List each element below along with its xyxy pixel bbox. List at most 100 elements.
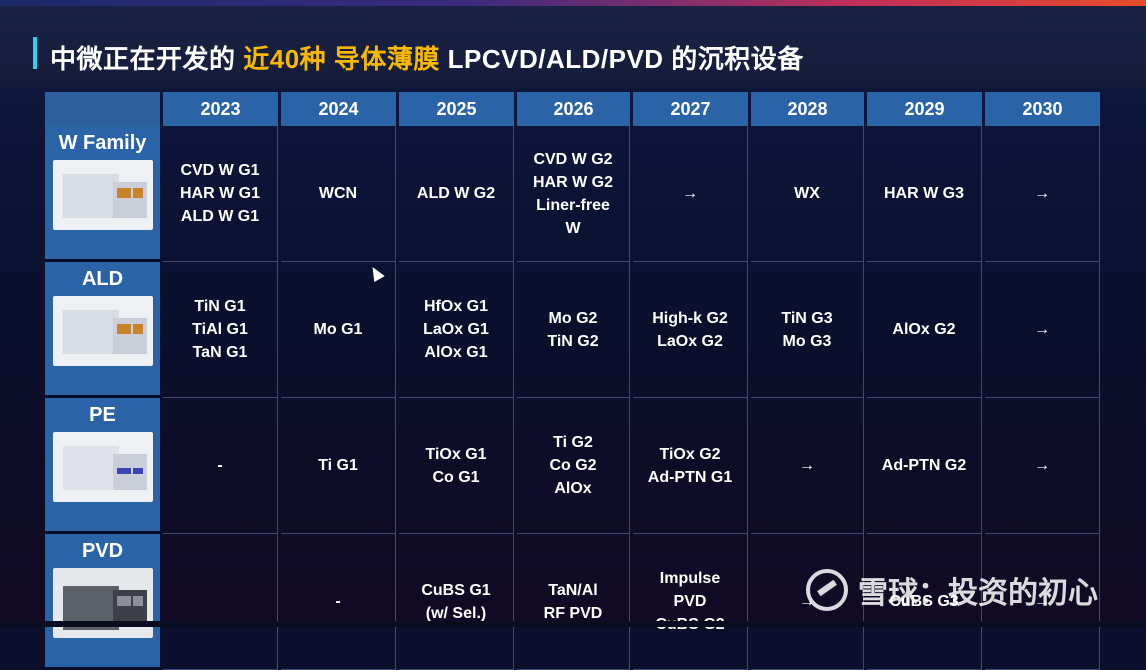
cell-line: AlOx <box>554 480 592 497</box>
cell-line: ALD W G1 <box>180 208 260 225</box>
roadmap-cell: - <box>281 534 396 670</box>
cell-line: Mo G1 <box>313 321 363 338</box>
cell-line: Ad-PTN G1 <box>647 468 733 486</box>
cell-line: (w/ Sel.) <box>425 604 487 622</box>
cell-line: AlOx G2 <box>892 321 956 338</box>
cell-line: → <box>1034 457 1050 474</box>
cell-line: HfOx G1 <box>423 298 488 315</box>
cell-line: LaOx G2 <box>657 332 723 350</box>
year-header: 2023 <box>163 92 278 126</box>
snowball-logo-icon <box>806 569 848 611</box>
bottom-strip <box>0 621 1146 627</box>
roadmap-cell: CVD W G2 HAR W G2 Liner-free W <box>517 126 630 262</box>
roadmap-cell: Ad-PTN G2 <box>867 398 982 534</box>
row-header-label: PVD <box>81 540 124 562</box>
top-color-band <box>0 0 1146 6</box>
cell-line: PVD <box>673 593 707 610</box>
corner-cell <box>45 92 160 126</box>
cell-line: Ti G2 <box>553 434 593 451</box>
roadmap-cell: HfOx G1 LaOx G1 AlOx G1 <box>399 262 514 398</box>
cell-line: CuBS G3 <box>889 593 959 610</box>
year-header: 2025 <box>399 92 514 126</box>
row-header-label: W Family <box>58 132 147 154</box>
roadmap-cell: TiN G3 Mo G3 <box>751 262 864 398</box>
ald-equipment-image <box>52 296 153 366</box>
cell-line: Mo G2 <box>548 309 598 327</box>
cell-line: TiAl G1 <box>192 321 248 338</box>
cell-line: HAR W G1 <box>180 185 260 202</box>
cell-line: ALD W G2 <box>416 185 496 202</box>
roadmap-cell: Mo G1 <box>281 262 396 398</box>
title-bar: 中微正在开发的 近40种 导体薄膜 LPCVD/ALD/PVD 的沉积设备 <box>0 6 1146 88</box>
roadmap-cell: - <box>163 398 278 534</box>
roadmap-cell: High-k G2 LaOx G2 <box>633 262 748 398</box>
row-header: PE <box>45 398 160 534</box>
roadmap-cell: → <box>751 398 864 534</box>
pvd-equipment-image <box>52 568 153 638</box>
slide-title: 中微正在开发的 近40种 导体薄膜 LPCVD/ALD/PVD 的沉积设备 <box>50 39 804 76</box>
roadmap-cell: Ti G1 <box>281 398 396 534</box>
roadmap-cell: Ti G2 Co G2 AlOx <box>517 398 630 534</box>
cell-line: High-k G2 <box>652 309 728 327</box>
roadmap-cell: → <box>985 398 1100 534</box>
year-header: 2026 <box>517 92 630 126</box>
w-family-equipment-image <box>52 160 153 230</box>
title-highlight: 近40种 导体薄膜 <box>243 44 440 74</box>
cell-line: - <box>335 593 341 610</box>
cell-line: → <box>1034 321 1050 338</box>
cell-line: TiOx G1 <box>425 445 487 463</box>
cell-line: Impulse <box>659 570 721 587</box>
row-header: ALD <box>45 262 160 398</box>
cell-line: W <box>565 219 581 237</box>
cell-line: CVD W G2 <box>533 150 613 168</box>
row-header-label: PE <box>89 404 116 426</box>
row-header-label: ALD <box>81 268 124 290</box>
table-row: PE - Ti G1 TiOx G1 Co G1 Ti G2 Co G2 AlOx TiOx G… <box>45 398 1100 534</box>
cell-line: TiOx G2 <box>659 445 721 463</box>
cell-line: Mo G3 <box>782 332 832 350</box>
cell-line: TaN/Al <box>548 581 598 599</box>
roadmap-cell: TiOx G1 Co G1 <box>399 398 514 534</box>
cell-line: CVD W G1 <box>180 162 260 179</box>
cell-line: → <box>1034 185 1050 202</box>
cell-line: Liner-free <box>536 196 610 214</box>
roadmap-cell: TiOx G2 Ad-PTN G1 <box>633 398 748 534</box>
cell-line: CuBS G1 <box>421 581 491 599</box>
roadmap-cell: CVD W G1 HAR W G1 ALD W G1 <box>163 126 278 262</box>
cell-line: TiN G1 <box>194 298 246 315</box>
roadmap-cell: → <box>985 262 1100 398</box>
cell-line: TiN G2 <box>547 332 599 350</box>
cell-line: → <box>1034 593 1050 610</box>
cell-line: Ad-PTN G2 <box>881 457 967 474</box>
roadmap-cell: → <box>633 126 748 262</box>
year-header: 2028 <box>751 92 864 126</box>
cell-line: HAR W G3 <box>884 185 964 202</box>
cell-line: TaN G1 <box>192 344 248 361</box>
roadmap-cell: ImpulsePVDCuBS G2 <box>633 534 748 670</box>
cell-line: → <box>799 457 815 474</box>
cell-line: AlOx G1 <box>424 344 488 361</box>
cell-line: TiN G3 <box>781 309 833 327</box>
pe-equipment-image <box>52 432 153 502</box>
roadmap-cell: WCN <box>281 126 396 262</box>
cell-line: RF PVD <box>543 604 603 622</box>
year-header: 2030 <box>985 92 1100 126</box>
roadmap-cell: Mo G2 TiN G2 <box>517 262 630 398</box>
cell-line: WCN <box>318 185 358 202</box>
row-header: W Family <box>45 126 160 262</box>
cell-line: Co G2 <box>549 457 597 474</box>
table-row: ALD TiN G1 TiAl G1 TaN G1 Mo G1 HfOx G1 LaOx G… <box>45 262 1100 398</box>
roadmap-cell: TiN G1 TiAl G1 TaN G1 <box>163 262 278 398</box>
roadmap-cell: CuBS G1 (w/ Sel.) <box>399 534 514 670</box>
cell-line: → <box>682 185 698 202</box>
title-part-1: 中微正在开发的 <box>50 44 244 74</box>
year-header: 2024 <box>281 92 396 126</box>
roadmap-cell <box>163 534 278 670</box>
roadmap-cell: ALD W G2 <box>399 126 514 262</box>
year-header-row: 2023 2024 2025 2026 2027 2028 2029 2030 <box>45 92 1100 126</box>
table-row: W Family CVD W G1 HAR W G1 ALD W G1 WCN ALD W… <box>45 126 1100 262</box>
title-accent-bar <box>33 37 37 69</box>
roadmap-cell: WX <box>751 126 864 262</box>
roadmap-cell: AlOx G2 <box>867 262 982 398</box>
year-header: 2027 <box>633 92 748 126</box>
